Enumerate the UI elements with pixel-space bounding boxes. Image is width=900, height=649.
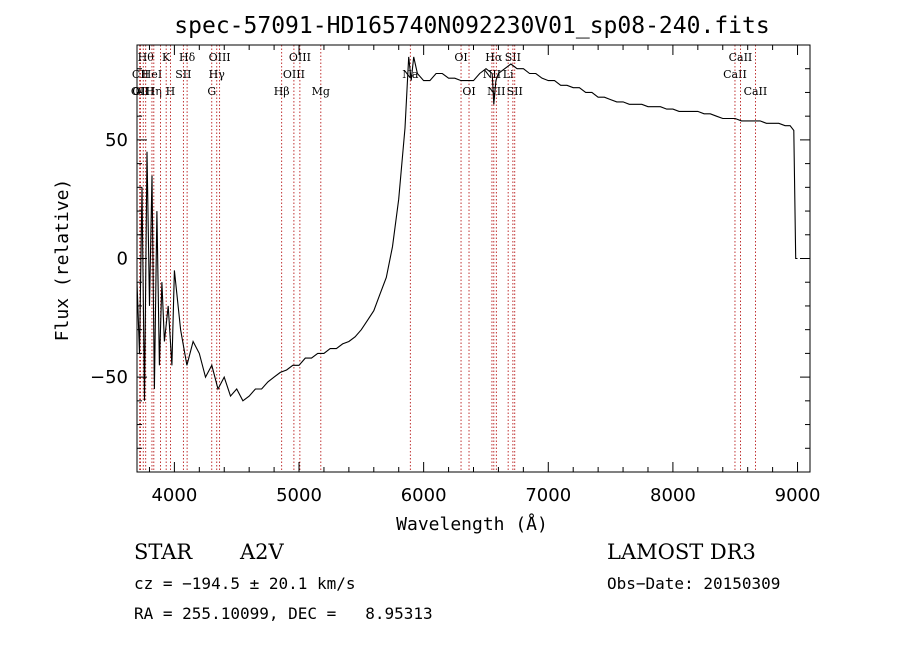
annotation-label: OIII: [283, 68, 305, 81]
plot-frame: [136, 44, 811, 473]
annotation-label: SII: [507, 85, 523, 98]
line-annotations: OII CII OIII Hθ HeI Hη K H SII Hδ G Hγ OIII Hβ OIII OII…: [131, 45, 767, 472]
x-axis-label: Wavelength (Å): [396, 513, 548, 535]
annotation-label: SII: [505, 51, 521, 64]
y-axis: −50 0 50: [90, 44, 810, 473]
annotation-label: OI: [462, 85, 475, 98]
x-tick-label: 9000: [775, 485, 821, 506]
y-tick-label: 0: [117, 249, 128, 270]
annotation-label: Hγ: [209, 68, 226, 81]
annotation-label: Li: [503, 68, 514, 81]
x-tick-label: 7000: [525, 485, 571, 506]
annotation-label: H: [166, 85, 176, 98]
annotation-label: SII: [175, 68, 191, 81]
annotation-label: CII: [132, 68, 149, 81]
redshift-cz: cz = −194.5 ± 20.1 km/s: [134, 574, 356, 593]
annotation-label: NII: [487, 85, 505, 98]
annotation-label: CaII: [729, 51, 753, 64]
object-class: STAR: [134, 540, 193, 564]
y-tick-label: −50: [90, 367, 128, 388]
spectral-subclass: A2V: [240, 540, 284, 564]
annotation-label: HeI: [142, 68, 162, 81]
survey-name: LAMOST DR3: [607, 540, 756, 564]
annotation-label: CaII: [744, 85, 768, 98]
annotation-label: OIII: [132, 85, 154, 98]
annotation-label: Hα: [485, 51, 503, 64]
annotation-label: OII: [131, 85, 149, 98]
annotation-label: OIII: [209, 51, 231, 64]
annotation-label: CaII: [723, 68, 747, 81]
annotation-label: G: [207, 85, 216, 98]
x-tick-label: 6000: [401, 485, 447, 506]
annotation-label: Hθ: [138, 51, 155, 64]
annotation-label: Hδ: [179, 51, 196, 64]
x-tick-label: 8000: [650, 485, 696, 506]
annotation-label: OI: [454, 51, 467, 64]
chart-title: spec-57091-HD165740N092230V01_sp08-240.f…: [174, 13, 769, 39]
annotation-label: Mg: [312, 85, 330, 98]
y-tick-label: 50: [105, 130, 128, 151]
x-axis: 4000 5000 6000 7000 8000 9000: [148, 45, 821, 506]
x-tick-label: 4000: [151, 485, 197, 506]
observation-date: Obs−Date: 20150309: [607, 574, 781, 593]
spectrum-series-line: [136, 56, 798, 402]
annotation-label: K: [162, 51, 171, 64]
annotation-label: Hβ: [274, 85, 290, 98]
annotation-label: Hη: [146, 85, 162, 98]
annotation-label: OIII: [289, 51, 311, 64]
y-axis-label: Flux (relative): [52, 179, 73, 342]
x-tick-label: 5000: [276, 485, 322, 506]
ra-dec-coordinates: RA = 255.10099, DEC = 8.95313: [134, 604, 433, 623]
